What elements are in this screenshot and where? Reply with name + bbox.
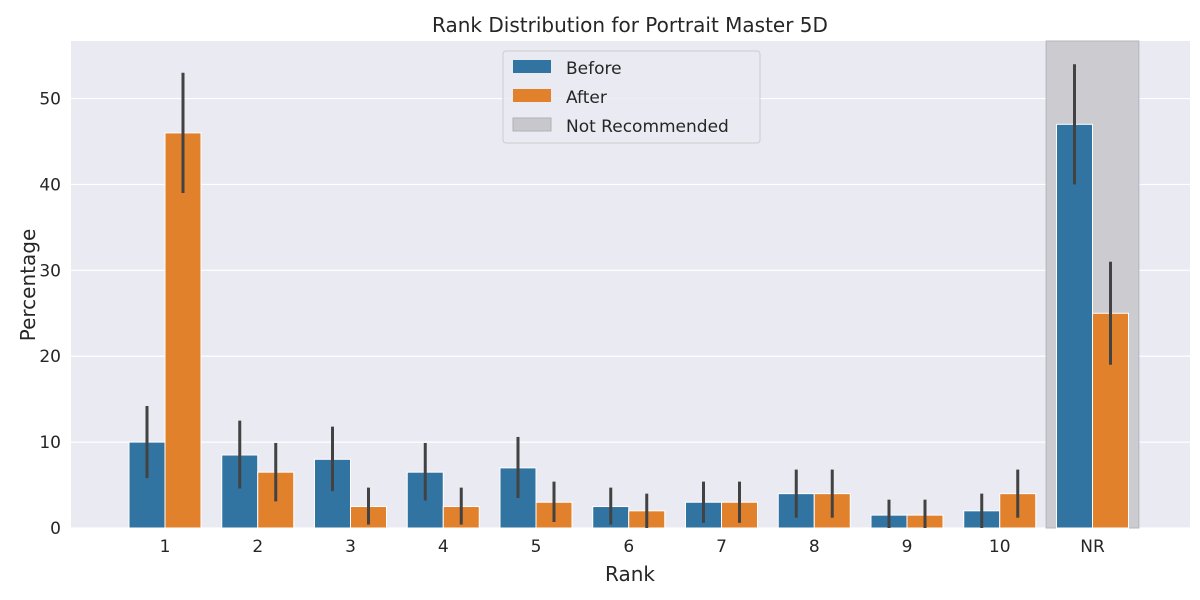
legend: Before After Not Recommended xyxy=(502,50,761,144)
y-tick-label: 40 xyxy=(39,175,61,195)
x-tick-label: 9 xyxy=(902,537,913,557)
y-tick-label: 20 xyxy=(39,347,61,367)
x-tick-label: 10 xyxy=(989,537,1011,557)
x-tick-label: 6 xyxy=(623,537,634,557)
y-tick-label: 50 xyxy=(39,90,61,110)
legend-swatch-before xyxy=(513,60,551,73)
y-axis-ticks: 0 10 20 30 40 50 xyxy=(39,90,61,539)
chart-title: Rank Distribution for Portrait Master 5D xyxy=(432,13,828,37)
bars xyxy=(128,123,1129,529)
error-bars xyxy=(145,64,1112,528)
x-axis-ticks: 1 2 3 4 5 6 7 8 9 10 NR xyxy=(160,537,1105,557)
y-tick-label: 10 xyxy=(39,433,61,453)
x-axis-label: Rank xyxy=(605,562,655,586)
x-tick-label: 2 xyxy=(252,537,263,557)
legend-swatch-after xyxy=(513,89,551,102)
y-tick-label: 0 xyxy=(50,519,61,539)
legend-label-after: After xyxy=(566,88,607,108)
x-tick-label: 3 xyxy=(345,537,356,557)
bar-after-1 xyxy=(164,132,202,529)
legend-swatch-not-recommended xyxy=(512,117,552,132)
y-tick-label: 30 xyxy=(39,261,61,281)
x-tick-label: NR xyxy=(1080,537,1105,557)
x-tick-label: 4 xyxy=(438,537,449,557)
bar-before-nr xyxy=(1056,123,1093,529)
legend-label-not-recommended: Not Recommended xyxy=(566,117,729,137)
legend-label-before: Before xyxy=(566,59,622,79)
legend-box xyxy=(502,50,761,144)
x-tick-label: 5 xyxy=(531,537,542,557)
x-tick-label: 1 xyxy=(160,537,171,557)
x-tick-label: 8 xyxy=(809,537,820,557)
y-axis-label: Percentage xyxy=(16,229,40,342)
x-tick-label: 7 xyxy=(716,537,727,557)
